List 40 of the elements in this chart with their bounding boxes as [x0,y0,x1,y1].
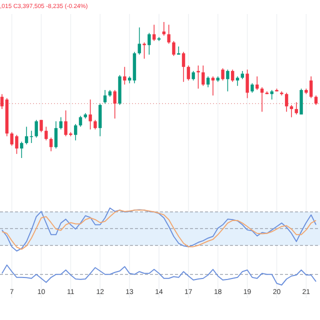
candlestick [34,120,38,138]
candlestick [270,90,274,100]
candlestick [44,126,48,141]
candlestick [314,95,318,106]
candlestick [54,120,58,149]
candlestick [202,65,205,86]
candlestick [0,94,4,110]
candlestick [294,102,298,115]
candlestick [192,70,195,81]
candlestick [103,90,107,104]
candlestick [30,130,34,144]
candlestick [206,76,210,88]
candlestick [94,120,97,130]
candlestick [74,124,78,141]
candlestick [186,65,190,81]
candlestick [250,82,254,94]
candlestick [78,115,82,128]
candlestick [260,86,264,112]
candlestick [98,103,102,137]
candlestick [230,69,234,82]
candlestick [59,116,62,130]
candlestick [20,141,24,158]
candlestick [246,69,249,99]
candlestick [88,99,92,130]
candlestick [113,90,116,119]
candlestick [167,24,170,44]
candlestick [148,32,151,56]
candlestick [182,52,186,82]
candlestick [226,69,230,92]
candlestick [221,68,224,81]
candlestick [123,66,126,85]
candlestick [196,65,200,90]
candlestick [24,126,28,145]
candlestick [138,27,141,56]
candlestick [172,40,176,56]
candlestick [256,76,259,90]
candlestick [284,92,288,112]
candlestick [152,24,156,42]
candlestick [49,137,53,152]
candlestick [40,120,43,133]
